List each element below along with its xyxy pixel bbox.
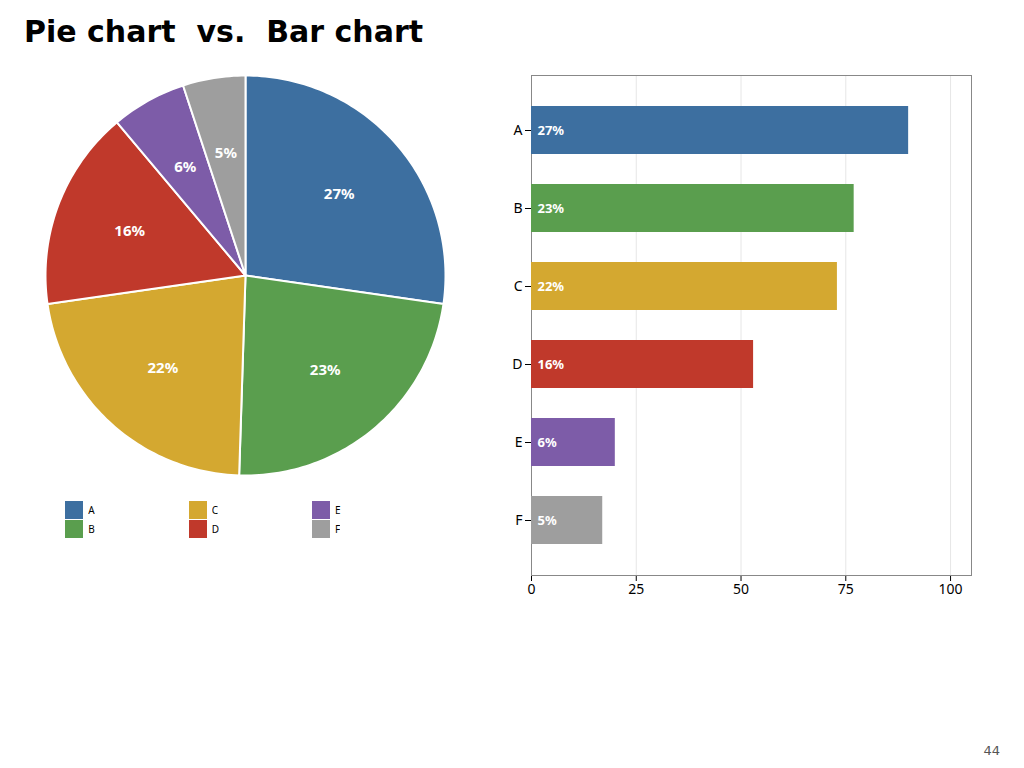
svg-text:27%: 27% (537, 121, 564, 139)
svg-text:16%: 16% (537, 355, 564, 373)
svg-text:50: 50 (733, 579, 749, 598)
svg-text:25: 25 (628, 579, 644, 598)
svg-text:5%: 5% (537, 511, 556, 529)
html-text:A: A (88, 503, 95, 517)
svg-text:6%: 6% (537, 433, 556, 451)
svg-text:6%: 6% (174, 156, 197, 176)
html-text:D: D (211, 522, 219, 536)
svg-text:F: F (515, 510, 522, 529)
svg-text:22%: 22% (537, 277, 564, 295)
svg-text:E: E (514, 432, 522, 451)
svg-text:22%: 22% (148, 357, 179, 377)
html-text:C: C (211, 503, 218, 517)
svg-text:D: D (512, 354, 522, 373)
svg-text:C: C (513, 276, 522, 295)
svg-text:75: 75 (837, 579, 853, 598)
svg-text:27%: 27% (324, 183, 355, 203)
html-text:F: F (335, 522, 341, 536)
svg-text:5%: 5% (215, 142, 238, 162)
svg-text:23%: 23% (537, 199, 564, 217)
svg-text:100: 100 (938, 579, 962, 598)
svg-text:0: 0 (527, 579, 535, 598)
svg-text:23%: 23% (310, 359, 341, 379)
html-text:44: 44 (983, 743, 1000, 758)
svg-text:16%: 16% (115, 220, 146, 240)
html-text:E: E (335, 503, 341, 517)
svg-text:B: B (513, 198, 522, 217)
html-text:Pie chart vs. Bar chart: Pie chart vs. Bar chart (24, 14, 423, 49)
html-text:B: B (88, 522, 95, 536)
svg-text:A: A (513, 120, 522, 139)
